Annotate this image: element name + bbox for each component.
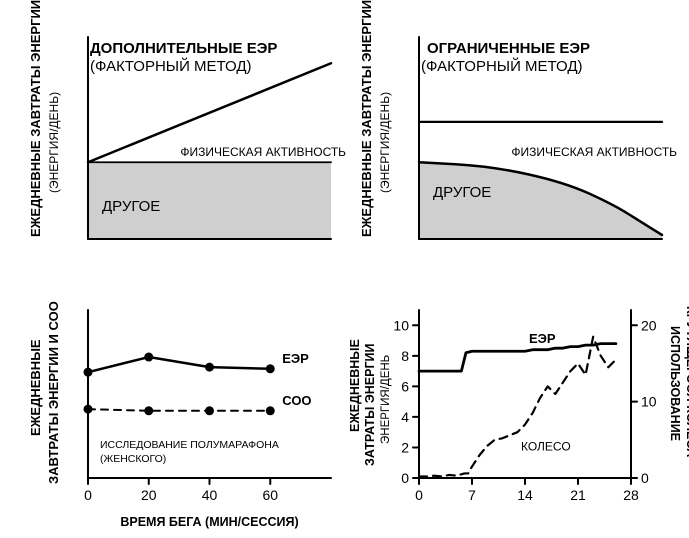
- bl-marker-eer: [266, 364, 275, 373]
- bl-xtick: 40: [202, 487, 218, 503]
- tr-ylab-main: ЕЖЕДНЕВНЫЕ ЗАВТРАТЫ ЭНЕРГИИ: [359, 0, 374, 237]
- bl-study1: ИССЛЕДОВАНИЕ ПОЛУМАРАФОНА: [100, 439, 279, 451]
- tr-label-phys: ФИЗИЧЕСКАЯ АКТИВНОСТЬ: [511, 145, 677, 159]
- bl-study2: (ЖЕНСКОГО): [100, 453, 166, 465]
- tr-title2: (ФАКТОРНЫЙ МЕТОД): [421, 57, 583, 75]
- br-label-wheel: КОЛЕСО: [521, 440, 571, 454]
- tl-title1: ДОПОЛНИТЕЛЬНЫЕ ЕЭР: [90, 40, 277, 57]
- tr-label-other: ДРУГОЕ: [433, 184, 491, 201]
- bl-marker-coo: [144, 406, 153, 415]
- tr-title1: ОГРАНИЧЕННЫЕ ЕЭР: [427, 40, 590, 57]
- tl-ylab-main: ЕЖЕДНЕВНЫЕ ЗАВТРАТЫ ЭНЕРГИИ: [28, 0, 43, 237]
- br-y2lab1: ИСПОЛЬЗОВАНИЕ: [668, 326, 682, 441]
- br-ytick: 10: [393, 317, 409, 333]
- bl-label-coo: СОО: [282, 393, 311, 408]
- tl-label-other: ДРУГОЕ: [102, 198, 160, 215]
- br-ylab2: ЗАТРАТЫ ЭНЕРГИИ: [363, 343, 377, 466]
- br-ytick: 0: [401, 470, 409, 486]
- bl-marker-coo: [205, 406, 214, 415]
- br-ytick: 6: [401, 378, 409, 394]
- bl-marker-eer: [84, 368, 93, 377]
- bl-xtick: 60: [262, 487, 278, 503]
- br-xtick: 7: [468, 487, 476, 503]
- br-xtick: 28: [623, 487, 639, 503]
- br-xtick: 14: [517, 487, 533, 503]
- bl-xlab: ВРЕМЯ БЕГА (МИН/СЕССИЯ): [120, 515, 298, 529]
- br-y2tick: 20: [641, 317, 657, 333]
- bl-marker-eer: [144, 353, 153, 362]
- br-y2tick: 0: [641, 470, 649, 486]
- br-ylab3: ЭНЕРГИЯ/ДЕНЬ: [380, 355, 392, 444]
- tl-label-phys: ФИЗИЧЕСКАЯ АКТИВНОСТЬ: [180, 145, 346, 159]
- bl-marker-coo: [266, 406, 275, 415]
- tr-ylab-sub: (ЭНЕРГИЯ/ДЕНЬ): [378, 92, 392, 193]
- tl-ylab-sub: (ЭНЕРГИЯ/ДЕНЬ): [47, 92, 61, 193]
- bl-marker-coo: [84, 405, 93, 414]
- br-y2lab2: КРУТЯЩЕГОСЯ КОЛЕСА: [684, 306, 689, 457]
- bl-xtick: 0: [84, 487, 92, 503]
- tl-title2: (ФАКТОРНЫЙ МЕТОД): [90, 57, 252, 75]
- br-ytick: 8: [401, 348, 409, 364]
- br-xtick: 21: [570, 487, 586, 503]
- br-ytick: 2: [401, 439, 409, 455]
- br-xtick: 0: [415, 487, 423, 503]
- br-label-eer: ЕЭР: [529, 331, 556, 346]
- br-ytick: 4: [401, 409, 409, 425]
- br-ylab1: ЕЖЕДНЕВНЫЕ: [348, 339, 362, 432]
- br-y2tick: 10: [641, 394, 657, 410]
- bl-ylab2: ЗАВТРАТЫ ЭНЕРГИИ И СОО: [46, 301, 61, 484]
- bl-xtick: 20: [141, 487, 157, 503]
- bl-marker-eer: [205, 363, 214, 372]
- bl-label-eer: ЕЭР: [282, 351, 309, 366]
- bl-ylab1: ЕЖЕДНЕВНЫЕ: [28, 339, 43, 436]
